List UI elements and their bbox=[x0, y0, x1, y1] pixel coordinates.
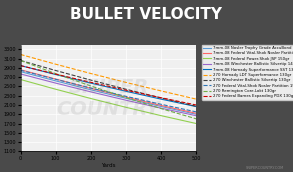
Text: SNIPER
COUNTRY: SNIPER COUNTRY bbox=[57, 78, 160, 119]
X-axis label: Yards: Yards bbox=[101, 163, 116, 168]
Y-axis label: Velocity (ft/s): Velocity (ft/s) bbox=[0, 80, 1, 116]
Legend: 7mm-08 Nosler Trophy Grade AccuBond 140gr, 7mm-08 Federal Vital-Shok Nosler Part: 7mm-08 Nosler Trophy Grade AccuBond 140g… bbox=[202, 45, 293, 100]
Text: BULLET VELOCITY: BULLET VELOCITY bbox=[71, 7, 222, 22]
Text: SNIPERCOUNTRY.COM: SNIPERCOUNTRY.COM bbox=[246, 166, 284, 170]
